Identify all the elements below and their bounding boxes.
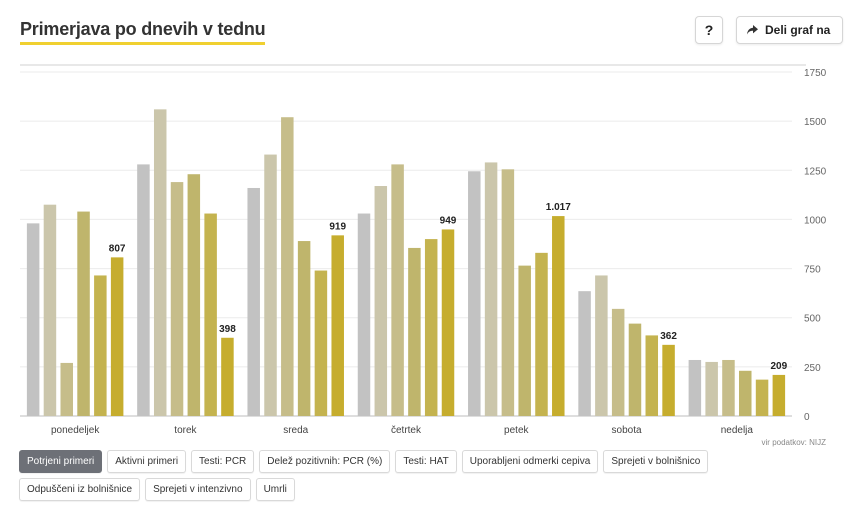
bar — [110, 257, 124, 416]
y-tick-label: 0 — [804, 412, 810, 423]
bar — [595, 275, 608, 416]
bar — [357, 213, 371, 416]
data-label: 949 — [440, 215, 457, 226]
chart-title: Primerjava po dnevih v tednu — [20, 19, 266, 45]
y-tick-label: 1250 — [804, 166, 827, 177]
bar — [518, 265, 531, 416]
bar — [645, 335, 659, 416]
filter-button[interactable]: Testi: PCR — [191, 450, 255, 473]
bar — [662, 344, 675, 416]
bar — [264, 154, 277, 416]
bar — [77, 211, 90, 416]
bar — [137, 164, 150, 416]
bar — [94, 275, 107, 416]
bar — [374, 186, 388, 416]
share-button[interactable]: Deli graf na — [736, 16, 844, 44]
bar — [170, 182, 184, 416]
x-category-label: petek — [504, 425, 529, 436]
filter-button[interactable]: Umrli — [255, 478, 295, 501]
bar — [688, 359, 702, 416]
data-source: vir podatkov: NIJZ — [761, 438, 826, 447]
bar — [153, 109, 167, 416]
bar — [484, 162, 498, 416]
bar — [221, 337, 234, 416]
bar — [441, 229, 455, 416]
bar — [611, 308, 625, 416]
help-button[interactable]: ? — [695, 16, 723, 44]
bar — [281, 117, 294, 416]
bar — [391, 164, 404, 416]
bar — [187, 174, 201, 416]
bar — [43, 204, 57, 416]
y-tick-label: 1000 — [804, 215, 827, 226]
bar — [204, 213, 217, 416]
bar — [247, 187, 260, 416]
filter-button[interactable]: Sprejeti v bolnišnico — [603, 450, 709, 473]
bar — [26, 223, 40, 416]
y-tick-label: 1750 — [804, 68, 827, 79]
bar — [535, 252, 548, 416]
x-category-label: torek — [174, 425, 197, 436]
y-tick-label: 500 — [804, 314, 821, 325]
bar — [552, 216, 565, 416]
filter-button[interactable]: Aktivni primeri — [107, 450, 187, 473]
bar — [772, 374, 786, 416]
bar — [628, 323, 642, 416]
data-label: 209 — [771, 361, 788, 372]
bar — [331, 235, 344, 416]
share-button-label: Deli graf na — [765, 23, 831, 37]
bar — [722, 359, 735, 416]
x-category-label: sobota — [612, 425, 642, 436]
bar — [297, 241, 311, 416]
x-category-label: sreda — [283, 425, 308, 436]
bar — [739, 370, 752, 416]
bar — [501, 169, 515, 416]
bar — [468, 171, 481, 416]
y-tick-label: 250 — [804, 363, 821, 374]
data-label: 807 — [109, 243, 126, 254]
filter-button[interactable]: Delež pozitivnih: PCR (%) — [259, 450, 391, 473]
bar — [314, 270, 328, 416]
bar-chart: 0 250 500 750 1000 1250 1500 1750 807 ponedeljek 3… — [20, 64, 827, 436]
y-tick-label: 1500 — [804, 117, 827, 128]
data-label: 1.017 — [546, 202, 571, 213]
filter-button[interactable]: Uporabljeni odmerki cepiva — [461, 450, 599, 473]
y-tick-label: 750 — [804, 265, 821, 276]
filter-buttons: Potrjeni primeri Aktivni primeri Testi: PC… — [19, 450, 809, 501]
data-label: 398 — [219, 324, 236, 335]
bar — [408, 247, 421, 416]
bar — [578, 291, 591, 416]
bar — [705, 361, 718, 416]
x-category-label: četrtek — [391, 425, 422, 436]
bar — [755, 379, 769, 416]
filter-button[interactable]: Testi: HAT — [395, 450, 457, 473]
data-label: 362 — [660, 331, 677, 342]
filter-button[interactable]: Sprejeti v intenzivno — [145, 478, 251, 501]
bar — [60, 362, 73, 416]
share-icon — [747, 25, 758, 35]
filter-button[interactable]: Potrjeni primeri — [19, 450, 103, 473]
data-label: 919 — [329, 221, 346, 232]
bar — [424, 239, 438, 416]
x-category-label: ponedeljek — [51, 425, 100, 436]
x-category-label: nedelja — [721, 425, 754, 436]
filter-button[interactable]: Odpuščeni iz bolnišnice — [19, 478, 141, 501]
